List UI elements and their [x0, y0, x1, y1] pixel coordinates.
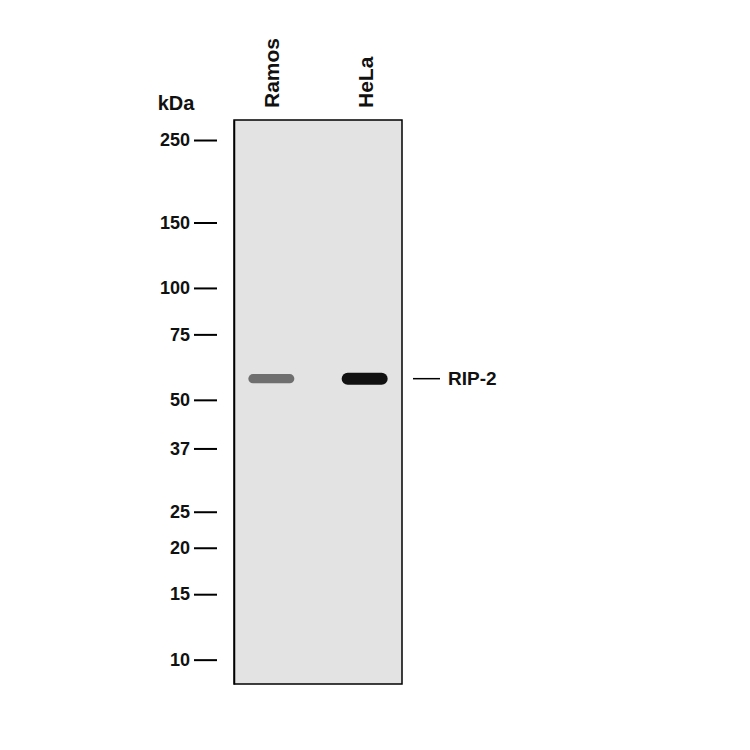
- tick-label: 75: [170, 325, 190, 345]
- tick-mark: [194, 287, 217, 289]
- band: [342, 373, 388, 385]
- tick-mark: [194, 659, 217, 661]
- y-axis: 250 150 100 75 50 37 25 20 15 10: [160, 121, 235, 685]
- tick: 20: [170, 538, 217, 558]
- tick-label: 15: [170, 584, 190, 604]
- tick: 150: [160, 213, 217, 233]
- tick: 75: [170, 325, 217, 345]
- blot-background: [234, 120, 402, 684]
- tick: 250: [160, 130, 217, 150]
- tick-mark: [194, 399, 217, 401]
- tick-mark: [194, 511, 217, 513]
- tick-label: 20: [170, 538, 190, 558]
- tick: 10: [170, 650, 217, 670]
- lane-label: HeLa: [354, 56, 377, 108]
- tick-label: 100: [160, 278, 190, 298]
- tick-mark: [194, 547, 217, 549]
- tick: 50: [170, 390, 217, 410]
- tick-label: 25: [170, 502, 190, 522]
- blot-frame: [234, 120, 402, 684]
- tick: 100: [160, 278, 217, 298]
- chart: 250 150 100 75 50 37 25 20 15 10 kDa Ramos HeLa RIP-2: [0, 0, 750, 750]
- tick-mark: [194, 140, 217, 142]
- lane-label: Ramos: [260, 38, 283, 108]
- annotation-line: [413, 378, 440, 380]
- annotation-label: RIP-2: [448, 368, 497, 389]
- tick-label: 10: [170, 650, 190, 670]
- tick-mark: [194, 222, 217, 224]
- tick-mark: [194, 334, 217, 336]
- tick-mark: [194, 594, 217, 596]
- tick: 15: [170, 584, 217, 604]
- tick-label: 50: [170, 390, 190, 410]
- tick-label: 250: [160, 130, 190, 150]
- tick-label: 150: [160, 213, 190, 233]
- tick: 37: [170, 439, 217, 459]
- tick: 25: [170, 502, 217, 522]
- band: [248, 374, 294, 383]
- bands: [248, 373, 387, 385]
- axis-title: kDa: [158, 92, 196, 114]
- tick-label: 37: [170, 439, 190, 459]
- tick-mark: [194, 448, 217, 450]
- axis-line: [234, 121, 236, 685]
